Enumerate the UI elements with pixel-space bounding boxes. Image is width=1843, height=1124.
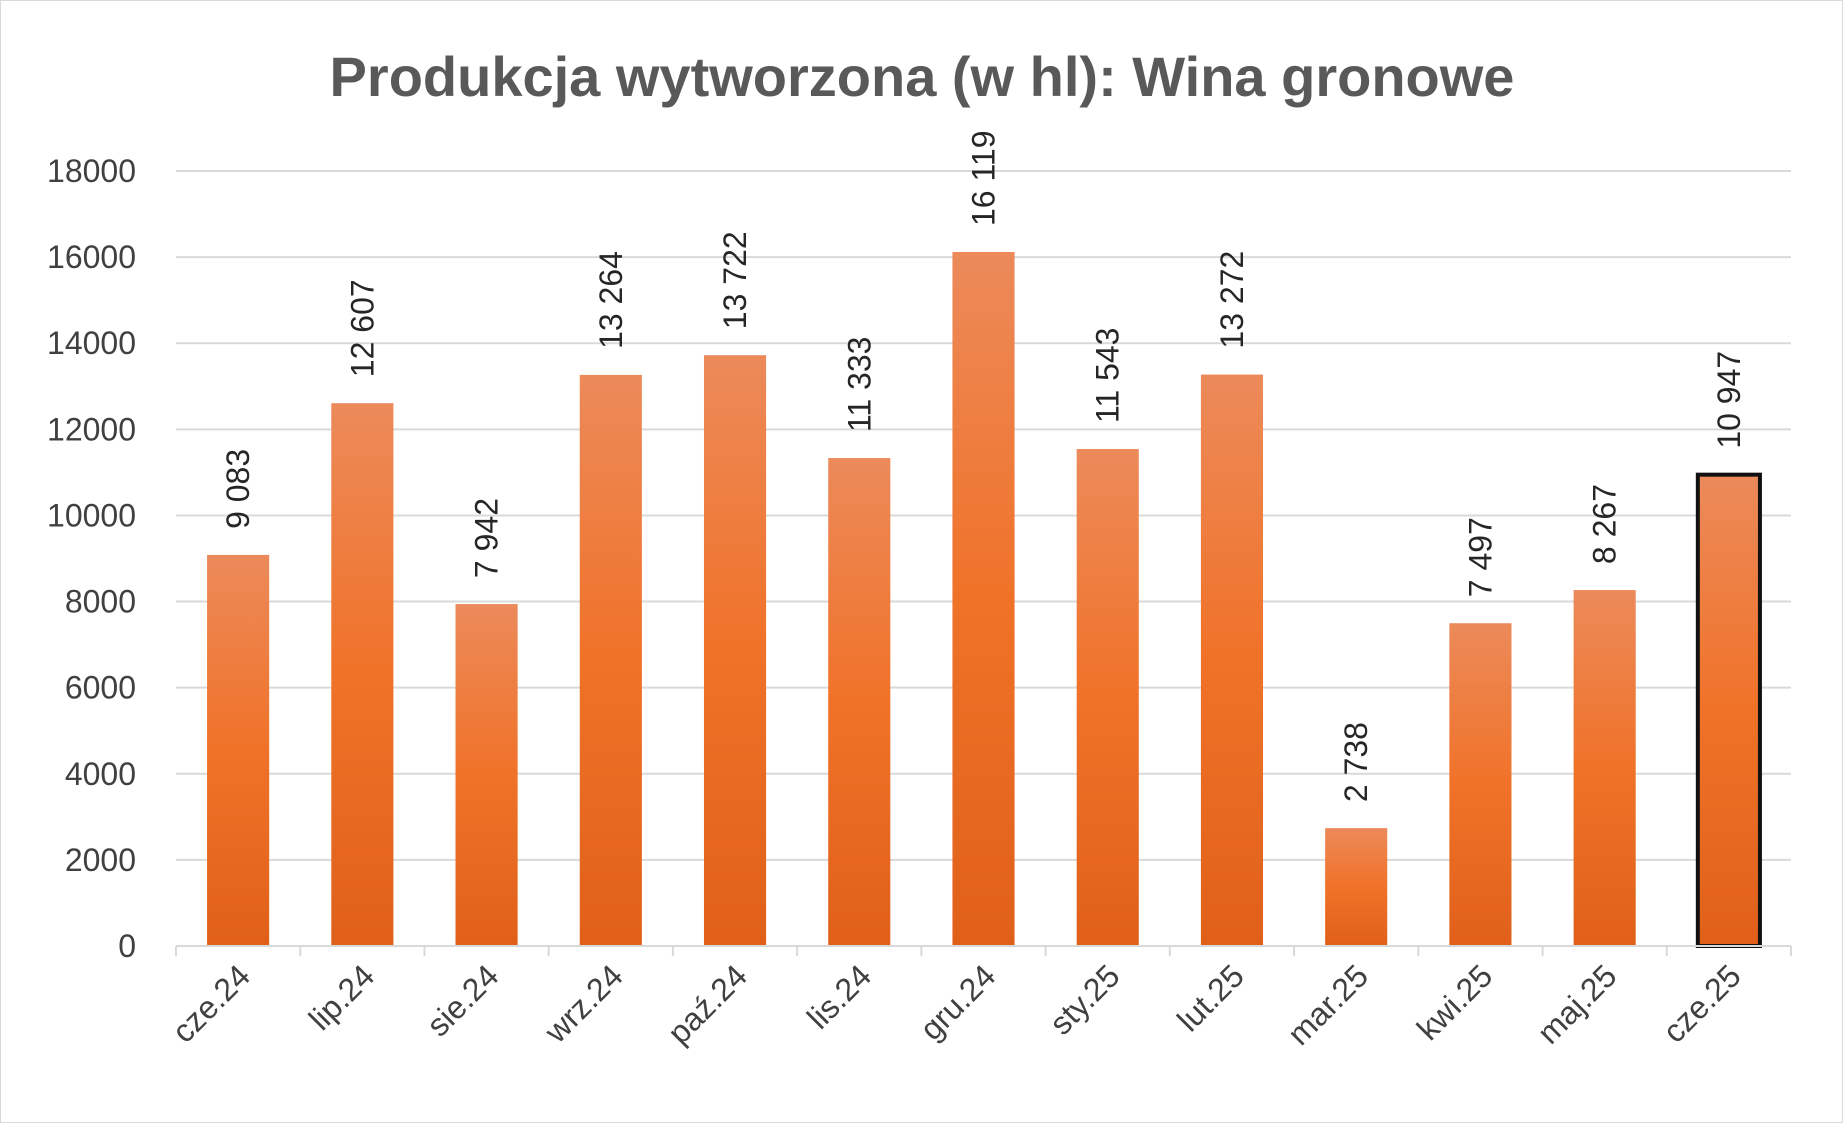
data-label: 7 942 bbox=[469, 498, 505, 578]
y-tick-label: 12000 bbox=[47, 411, 136, 447]
data-label: 7 497 bbox=[1462, 517, 1498, 597]
bar-lis.24 bbox=[828, 458, 891, 946]
bar-wrz.24 bbox=[579, 374, 642, 946]
x-tick-label: cze.24 bbox=[165, 957, 257, 1049]
x-tick-label: maj.25 bbox=[1530, 957, 1623, 1050]
bar-cze.25 bbox=[1695, 472, 1762, 948]
y-tick-label: 16000 bbox=[47, 239, 136, 275]
bar-kwi.25 bbox=[1449, 623, 1512, 946]
data-label: 13 722 bbox=[717, 231, 753, 329]
x-tick-label: sty.25 bbox=[1043, 957, 1127, 1041]
data-label: 11 543 bbox=[1090, 328, 1126, 424]
data-label: 9 083 bbox=[220, 449, 256, 529]
x-tick-label: sie.24 bbox=[420, 957, 506, 1043]
bar-lip.24 bbox=[331, 403, 394, 946]
bar-gru.24 bbox=[952, 251, 1015, 947]
x-tick-label: lis.24 bbox=[800, 957, 878, 1035]
y-tick-label: 14000 bbox=[47, 325, 136, 361]
bars bbox=[207, 251, 1762, 948]
x-tick-label: mar.25 bbox=[1281, 957, 1376, 1052]
data-label: 8 267 bbox=[1587, 484, 1623, 564]
data-label: 16 119 bbox=[966, 130, 1002, 226]
data-label: 13 264 bbox=[593, 251, 629, 349]
bar-lut.25 bbox=[1200, 374, 1264, 947]
data-label: 10 947 bbox=[1711, 351, 1747, 449]
bar-sie.24 bbox=[455, 604, 518, 946]
bar-maj.25 bbox=[1573, 590, 1636, 946]
x-tick-label: wrz.24 bbox=[537, 957, 630, 1050]
x-tick-label: paź.24 bbox=[661, 957, 754, 1050]
bar-sty.25 bbox=[1076, 449, 1139, 946]
data-labels: 9 083 12 607 7 942 13 264 13 722 11 333 16 119… bbox=[220, 130, 1747, 802]
bar-paź.24 bbox=[703, 355, 767, 947]
data-label: 13 272 bbox=[1214, 251, 1250, 349]
x-tick-label: cze.25 bbox=[1656, 957, 1748, 1049]
data-label: 11 333 bbox=[841, 337, 877, 433]
y-axis-ticks: 0 2000 4000 6000 8000 10000 12000 14000 16000 180… bbox=[47, 153, 136, 964]
y-tick-label: 10000 bbox=[47, 497, 136, 533]
chart-title: Produkcja wytworzona (w hl): Wina gronow… bbox=[330, 45, 1515, 108]
bar-mar.25 bbox=[1325, 828, 1388, 946]
y-tick-label: 6000 bbox=[65, 670, 136, 706]
x-axis-ticks: cze.24 lip.24 sie.24 wrz.24 paź.24 lis.24 gru.… bbox=[165, 957, 1748, 1052]
bar-cze.24 bbox=[207, 554, 270, 946]
y-tick-label: 8000 bbox=[65, 584, 136, 620]
y-tick-label: 0 bbox=[118, 928, 136, 964]
y-tick-label: 18000 bbox=[47, 153, 136, 189]
y-tick-label: 2000 bbox=[65, 842, 136, 878]
data-label: 2 738 bbox=[1338, 722, 1374, 802]
y-tick-label: 4000 bbox=[65, 756, 136, 792]
x-tick-label: lut.25 bbox=[1170, 957, 1251, 1038]
x-axis bbox=[175, 945, 1792, 956]
x-tick-label: gru.24 bbox=[913, 957, 1003, 1047]
x-tick-label: lip.24 bbox=[302, 957, 382, 1037]
data-label: 12 607 bbox=[344, 279, 380, 377]
x-tick-label: kwi.25 bbox=[1410, 957, 1500, 1047]
